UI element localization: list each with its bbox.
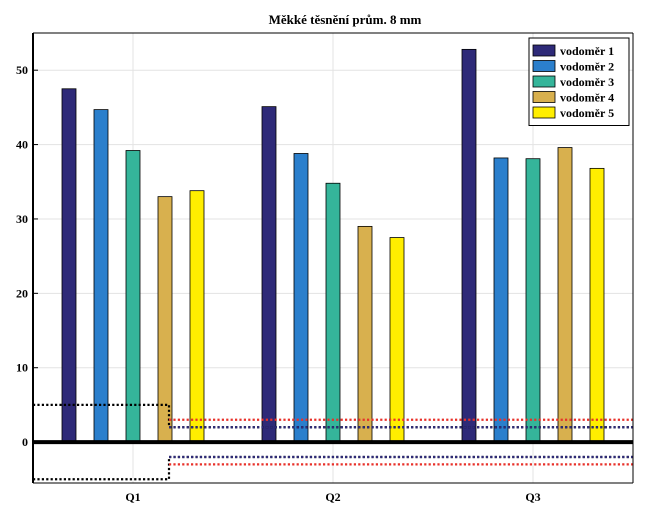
x-tick-label-q2: Q2 bbox=[325, 490, 340, 504]
y-tick-label-4: 40 bbox=[16, 138, 28, 152]
bar-series-4-q2 bbox=[357, 225, 373, 443]
bar-series-5-q1 bbox=[189, 190, 205, 443]
bar-series-3-q2 bbox=[325, 182, 341, 443]
y-tick-label-5: 50 bbox=[16, 63, 28, 77]
axes-layer: 0 10 20 30 40 50 Q1 Q2 Q3 bbox=[16, 32, 634, 504]
reference-lines-layer bbox=[33, 403, 633, 481]
legend-swatch-5 bbox=[532, 106, 556, 119]
bar-series-5-q3 bbox=[589, 167, 605, 443]
bar-series-2-q3 bbox=[493, 157, 509, 443]
bar-series-1-q2 bbox=[261, 106, 277, 443]
bar-series-3-q3 bbox=[525, 158, 541, 443]
legend-label-1: vodoměr 1 bbox=[560, 44, 614, 58]
chart-title: Měkké těsnění prům. 8 mm bbox=[269, 12, 422, 27]
bar-series-2-q2 bbox=[293, 153, 309, 443]
legend-label-3: vodoměr 3 bbox=[560, 75, 614, 89]
legend-swatch-1 bbox=[532, 44, 556, 57]
y-tick-label-2: 20 bbox=[16, 286, 28, 300]
bar-series-5-q2 bbox=[389, 237, 405, 443]
y-tick-label-3: 30 bbox=[16, 212, 28, 226]
x-tick-label-q1: Q1 bbox=[125, 490, 140, 504]
y-tick-label-1: 10 bbox=[16, 361, 28, 375]
legend-swatch-3 bbox=[532, 75, 556, 88]
legend-swatch-4 bbox=[532, 91, 556, 103]
bar-series-3-q1 bbox=[125, 150, 141, 443]
x-tick-label-q3: Q3 bbox=[525, 490, 540, 504]
bar-series-4-q3 bbox=[557, 147, 573, 443]
limit-black-upper bbox=[33, 403, 633, 429]
legend-label-2: vodoměr 2 bbox=[560, 60, 614, 74]
bar-series-1-q1 bbox=[61, 88, 77, 443]
legend-label-5: vodoměr 5 bbox=[560, 106, 614, 120]
legend-swatch-2 bbox=[532, 60, 556, 72]
bar-series-2-q1 bbox=[93, 109, 109, 443]
limit-black-lower bbox=[33, 455, 633, 481]
y-tick-label-0: 0 bbox=[22, 435, 28, 449]
legend-label-4: vodoměr 4 bbox=[560, 91, 614, 105]
bar-series-1-q3 bbox=[461, 48, 477, 443]
